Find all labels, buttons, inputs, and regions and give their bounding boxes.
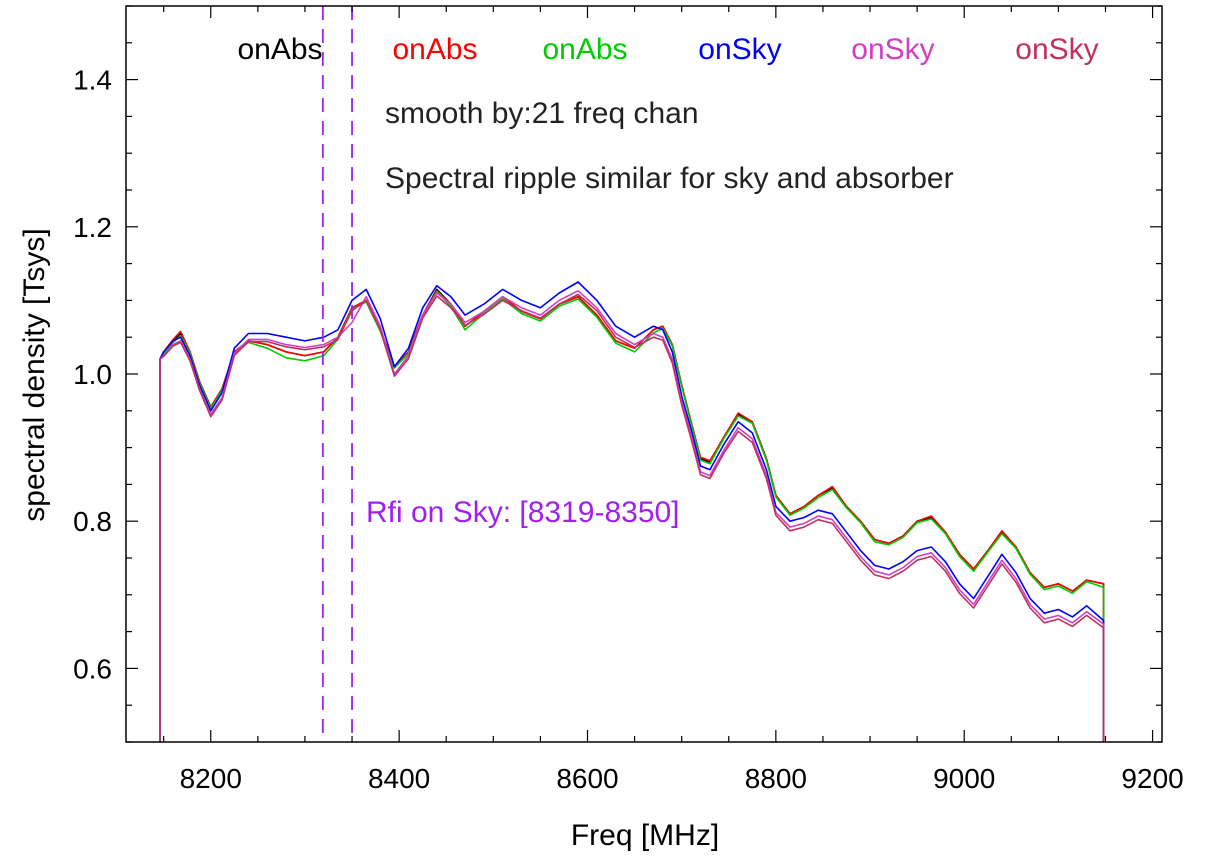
annotation-ripple: Spectral ripple similar for sky and abso… <box>385 162 954 195</box>
legend-entry: onAbs <box>237 33 322 66</box>
rfi-lines <box>321 6 353 742</box>
x-tick-label: 9000 <box>933 763 995 794</box>
x-tick-label: 8200 <box>180 763 242 794</box>
legend-entry: onSky <box>1015 33 1098 66</box>
series-line-3 <box>159 290 1105 742</box>
legend: onAbs onAbs onAbs onSky onSky onSky <box>237 33 1098 66</box>
y-tick-label: 1.2 <box>73 212 112 243</box>
legend-entry: onSky <box>851 33 934 66</box>
x-tick-label: 8800 <box>745 763 807 794</box>
x-tick-label: 8600 <box>556 763 618 794</box>
series-line-5 <box>159 289 1105 742</box>
x-axis-ticks: 8200 8400 8600 8800 9000 9200 <box>163 6 1184 794</box>
x-tick-label: 8400 <box>368 763 430 794</box>
plot-lines <box>159 281 1105 742</box>
y-tick-label: 1.0 <box>73 359 112 390</box>
legend-entry: onAbs <box>542 33 627 66</box>
series-line-6 <box>159 293 1105 742</box>
legend-entry: onSky <box>698 33 781 66</box>
annotation-smooth: smooth by:21 freq chan <box>385 97 699 130</box>
y-tick-label: 0.8 <box>73 506 112 537</box>
x-axis-title: Freq [MHz] <box>571 819 719 852</box>
y-axis-title: spectral density [Tsys] <box>18 228 51 521</box>
y-tick-label: 0.6 <box>73 653 112 684</box>
y-axis-ticks: 0.6 0.8 1.0 1.2 1.4 <box>73 5 1162 743</box>
y-tick-label: 1.4 <box>73 65 112 96</box>
legend-entry: onAbs <box>392 33 477 66</box>
x-tick-label: 9200 <box>1121 763 1183 794</box>
annotation-rfi: Rfi on Sky: [8319-8350] <box>366 496 680 529</box>
series-line-4 <box>159 281 1105 742</box>
